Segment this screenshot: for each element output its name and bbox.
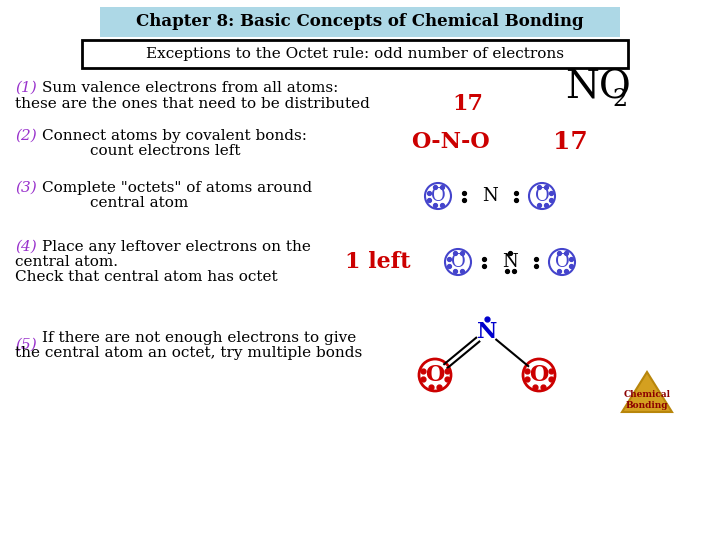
Text: Complete "octets" of atoms around: Complete "octets" of atoms around bbox=[42, 181, 312, 195]
Text: 2: 2 bbox=[612, 89, 627, 111]
Text: Exceptions to the Octet rule: odd number of electrons: Exceptions to the Octet rule: odd number… bbox=[146, 47, 564, 61]
Text: count electrons left: count electrons left bbox=[90, 144, 240, 158]
Text: N: N bbox=[502, 253, 518, 271]
Text: 17: 17 bbox=[553, 130, 588, 154]
Text: central atom: central atom bbox=[90, 196, 188, 210]
Text: O: O bbox=[554, 253, 570, 271]
Text: O: O bbox=[529, 364, 549, 386]
FancyBboxPatch shape bbox=[100, 7, 620, 37]
Text: NO: NO bbox=[565, 70, 631, 106]
Text: If there are not enough electrons to give: If there are not enough electrons to giv… bbox=[42, 331, 356, 345]
Text: (2): (2) bbox=[15, 129, 37, 143]
Polygon shape bbox=[622, 372, 672, 412]
Text: the central atom an octet, try multiple bonds: the central atom an octet, try multiple … bbox=[15, 346, 362, 360]
Text: O: O bbox=[426, 364, 445, 386]
Text: Sum valence electrons from all atoms:: Sum valence electrons from all atoms: bbox=[42, 81, 338, 95]
Text: (3): (3) bbox=[15, 181, 37, 195]
Text: these are the ones that need to be distributed: these are the ones that need to be distr… bbox=[15, 97, 370, 111]
Text: (5): (5) bbox=[15, 338, 37, 352]
Text: 17: 17 bbox=[452, 93, 484, 115]
Text: O: O bbox=[431, 187, 446, 205]
Text: Check that central atom has octet: Check that central atom has octet bbox=[15, 270, 278, 284]
Text: N: N bbox=[482, 187, 498, 205]
Text: Chemical
Bonding: Chemical Bonding bbox=[624, 390, 670, 410]
FancyBboxPatch shape bbox=[82, 40, 628, 68]
Text: (1): (1) bbox=[15, 81, 37, 95]
Text: O: O bbox=[451, 253, 465, 271]
Text: Chapter 8: Basic Concepts of Chemical Bonding: Chapter 8: Basic Concepts of Chemical Bo… bbox=[136, 14, 584, 30]
Text: Connect atoms by covalent bonds:: Connect atoms by covalent bonds: bbox=[42, 129, 307, 143]
Text: central atom.: central atom. bbox=[15, 255, 118, 269]
Text: N: N bbox=[477, 321, 498, 343]
Text: Place any leftover electrons on the: Place any leftover electrons on the bbox=[42, 240, 311, 254]
Text: O: O bbox=[535, 187, 549, 205]
Text: O-N-O: O-N-O bbox=[410, 131, 490, 153]
Text: 1 left: 1 left bbox=[346, 251, 410, 273]
Text: (4): (4) bbox=[15, 240, 37, 254]
